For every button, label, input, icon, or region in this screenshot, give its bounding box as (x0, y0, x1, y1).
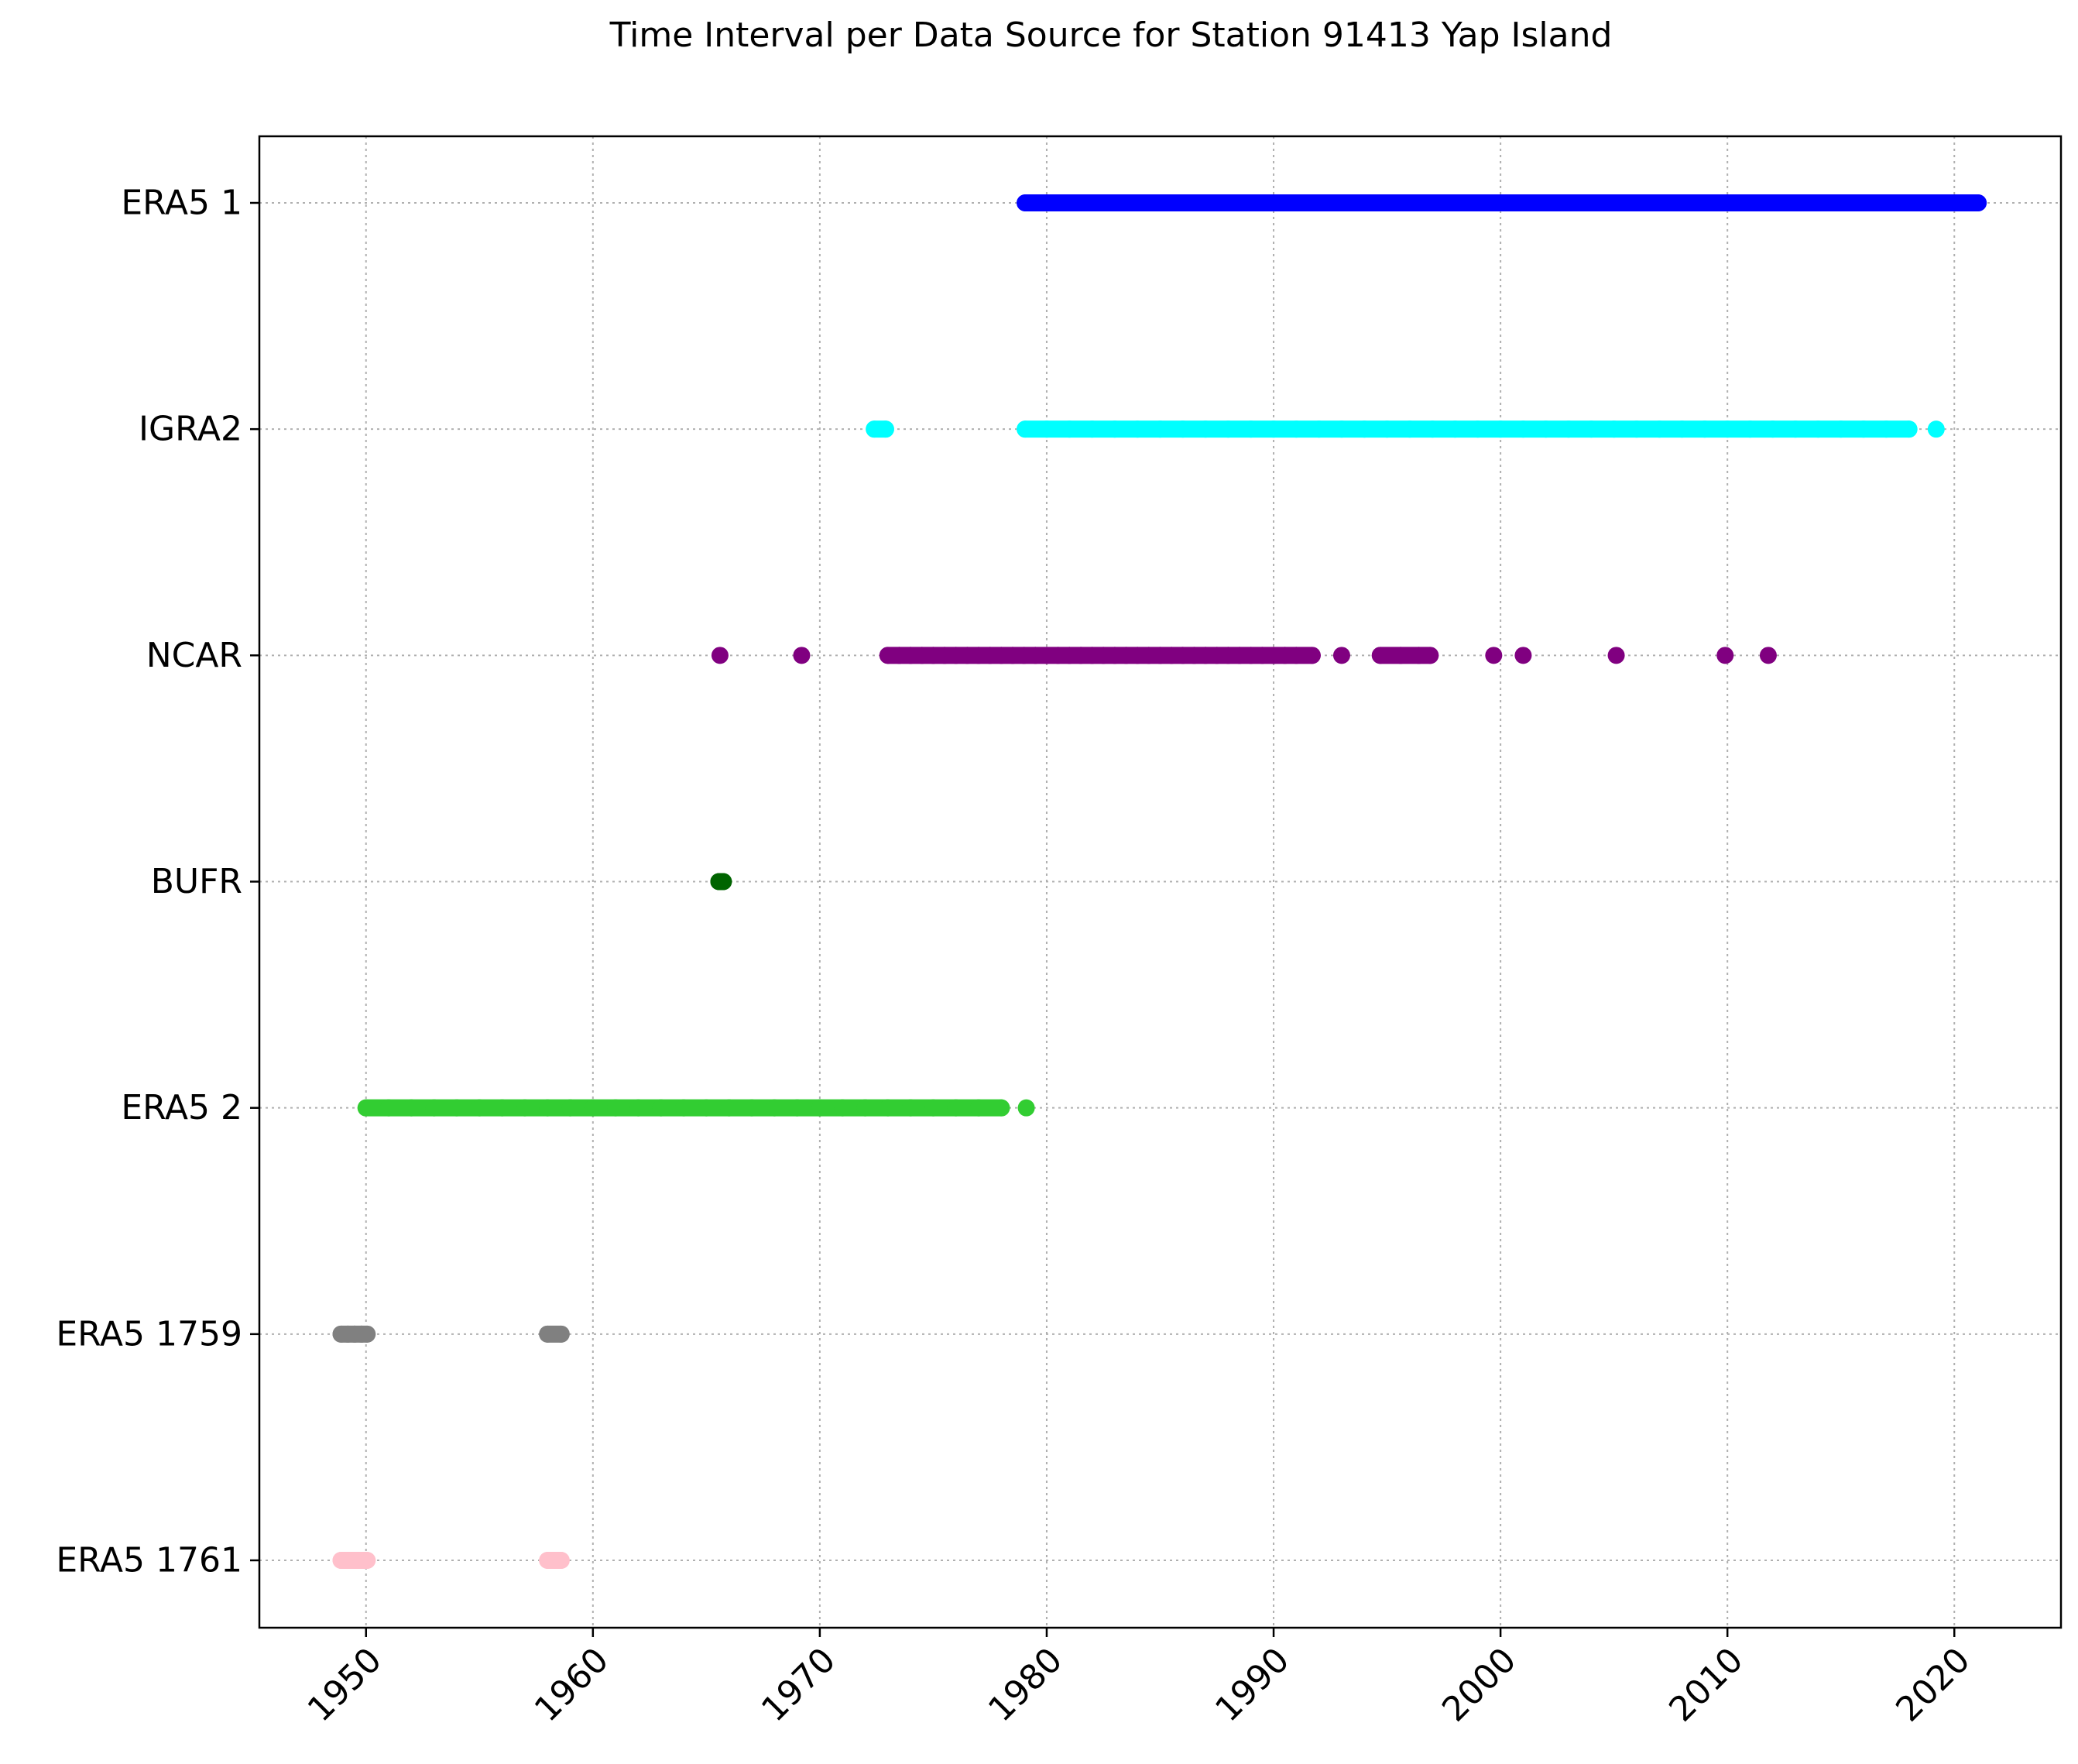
y-tick-label: NCAR (146, 636, 242, 675)
series-points (866, 420, 1945, 438)
y-tick-label: ERA5 1759 (56, 1314, 242, 1354)
y-tick-label: ERA5 1 (121, 184, 242, 223)
y-tick-label: BUFR (151, 862, 242, 901)
x-tick-label: 1970 (754, 1640, 843, 1729)
data-point (1900, 420, 1918, 438)
series-points (1017, 194, 1987, 211)
x-tick-label: 1950 (300, 1640, 389, 1729)
y-tick-label: ERA5 1761 (56, 1541, 242, 1580)
data-point (1332, 647, 1350, 664)
data-point (876, 420, 894, 438)
plot-frame (258, 135, 2063, 1629)
data-point (552, 1552, 570, 1569)
x-tick-label: 2010 (1661, 1640, 1751, 1729)
data-points (332, 194, 1987, 1569)
data-point (1759, 647, 1777, 664)
data-point (1970, 194, 1987, 211)
data-point (552, 1325, 570, 1343)
x-tick-label: 1980 (981, 1640, 1070, 1729)
series-points (710, 873, 732, 891)
data-point (793, 647, 811, 664)
x-tick-label: 1960 (527, 1640, 616, 1729)
data-point (711, 647, 729, 664)
series-points (332, 1552, 570, 1569)
data-point (715, 873, 732, 891)
y-tick-label: ERA5 2 (121, 1088, 242, 1127)
data-point (1303, 647, 1321, 664)
data-point (358, 1325, 376, 1343)
data-point (358, 1552, 376, 1569)
y-tick-label: IGRA2 (139, 410, 242, 449)
series-points (332, 1325, 570, 1343)
data-point (1607, 647, 1625, 664)
x-tick-label: 2020 (1888, 1640, 1977, 1729)
data-point (1017, 1099, 1035, 1117)
data-point (993, 1099, 1010, 1117)
data-point (1485, 647, 1503, 664)
x-tick-label: 2000 (1435, 1640, 1524, 1729)
grid-lines (259, 136, 2061, 1628)
chart-title: Time Interval per Data Source for Statio… (609, 15, 1613, 55)
data-point (1927, 420, 1945, 438)
series-points (357, 1099, 1035, 1117)
data-point (1716, 647, 1734, 664)
data-point (1514, 647, 1532, 664)
x-tick-label: 1990 (1208, 1640, 1297, 1729)
axis-ticks: 1950 1960 1970 1980 1990 2000 2010 2020 ERA5 176… (56, 184, 1977, 1730)
data-point (1421, 647, 1439, 664)
series-points (711, 647, 1777, 664)
